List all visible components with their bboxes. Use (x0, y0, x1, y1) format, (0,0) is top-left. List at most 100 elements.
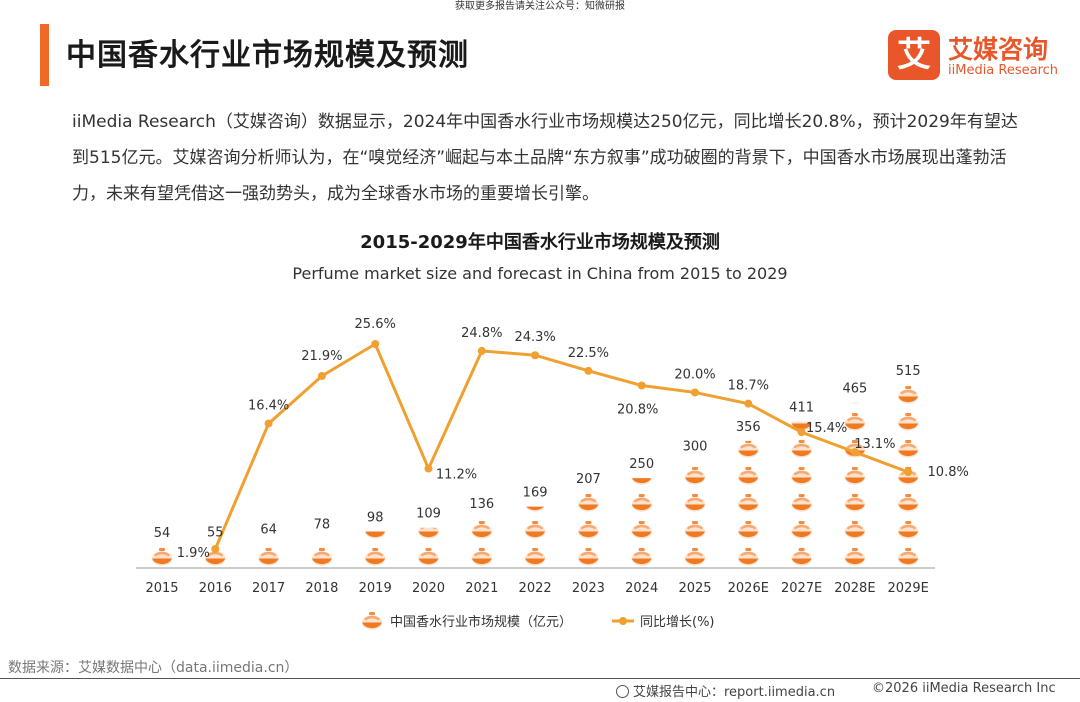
bottle-icon (525, 467, 545, 485)
bottle-icon (738, 440, 759, 458)
growth-line (213, 341, 909, 550)
growth-point (211, 545, 220, 553)
bottle-icon (632, 440, 652, 458)
bottle-icon (791, 440, 812, 458)
top-notice: 获取更多报告请关注公众号：知微研报 (455, 1, 625, 12)
growth-label: 11.2% (436, 468, 477, 483)
bar-2022 (524, 467, 546, 566)
x-tick-label: 2026E (728, 581, 769, 596)
bottle-icon (898, 521, 919, 539)
bottle-icon (578, 548, 599, 566)
bottle-icon (791, 494, 812, 512)
bottle-icon (738, 467, 759, 485)
x-tick-label: 2020 (412, 581, 445, 596)
bottle-icon (791, 521, 812, 539)
bottle-icon (844, 494, 866, 512)
growth-point (637, 381, 646, 390)
growth-label: 13.1% (854, 437, 895, 452)
x-tick-label: 2024 (625, 581, 658, 596)
bar-value-label: 109 (416, 507, 441, 522)
bottle-icon (418, 548, 439, 566)
bar-value-label: 515 (896, 364, 921, 379)
globe-icon (616, 685, 629, 698)
x-tick-label: 2019 (359, 581, 392, 596)
bottle-icon (258, 548, 279, 566)
bottle-icon (631, 548, 652, 566)
bottle-icon (524, 548, 546, 566)
page-title: 中国香水行业市场规模及预测 (66, 38, 469, 73)
bar-value-label: 169 (523, 486, 548, 501)
growth-point (531, 351, 540, 360)
bar-2025 (684, 467, 706, 566)
bottle-icon (844, 413, 866, 431)
bar-2020 (418, 527, 439, 566)
bottle-icon (791, 467, 812, 485)
growth-label: 1.9% (177, 546, 210, 561)
bottle-icon (365, 494, 385, 512)
legend-growth: 同比增长(%) (612, 615, 715, 630)
footer-copyright: ©2026 iiMedia Research Inc (872, 681, 1056, 696)
logo-en-text: iiMedia Research (948, 63, 1059, 78)
growth-label: 16.4% (248, 399, 289, 414)
x-tick-label: 2029E (888, 581, 929, 596)
x-tick-label: 2016 (199, 581, 232, 596)
bottle-icon (738, 548, 759, 566)
x-tick-label: 2028E (834, 581, 875, 596)
bar-value-label: 54 (154, 526, 171, 541)
x-tick-label: 2017 (252, 581, 285, 596)
footer-report-center[interactable]: 艾媒报告中心：report.iimedia.cn (616, 681, 835, 700)
bottle-icon (738, 494, 759, 512)
bottle-icon (684, 494, 706, 512)
x-tick-label: 2023 (572, 581, 605, 596)
bar-value-label: 98 (367, 511, 384, 526)
growth-point (371, 340, 380, 348)
bottle-icon (151, 548, 173, 566)
logo-cn-text: 艾媒咨询 (948, 35, 1049, 64)
x-tick-label: 2021 (465, 581, 498, 596)
bottle-icon (578, 521, 599, 539)
growth-label: 25.6% (355, 317, 396, 332)
growth-label: 22.5% (568, 346, 609, 361)
footer-divider (0, 678, 1080, 679)
growth-label: 15.4% (806, 421, 847, 436)
bar-2029E (898, 386, 919, 566)
bar-2019 (365, 494, 386, 566)
bar-value-label: 250 (629, 457, 654, 472)
legend-bottle-icon (361, 612, 383, 630)
x-tick-label: 2018 (305, 581, 338, 596)
growth-label: 20.0% (674, 367, 715, 382)
growth-point (850, 448, 859, 457)
bottle-icon (578, 494, 599, 512)
bar-value-label: 411 (789, 401, 814, 416)
bar-value-label: 55 (207, 526, 224, 541)
bottle-icon (684, 521, 706, 539)
footer-report-center-text: 艾媒报告中心：report.iimedia.cn (633, 685, 836, 700)
x-tick-label: 2025 (678, 581, 711, 596)
bottle-icon (684, 467, 706, 485)
growth-point (317, 372, 326, 381)
growth-label: 24.3% (514, 330, 555, 345)
bottle-icon (311, 548, 333, 566)
growth-point (691, 388, 699, 397)
bottle-icon (312, 494, 332, 512)
bottle-icon (898, 413, 919, 431)
iimedia-logo: 艾 艾媒咨询 iiMedia Research (888, 30, 1063, 82)
bar-value-label: 465 (842, 382, 867, 397)
bar-value-label: 64 (260, 523, 277, 538)
logo-mark-icon: 艾 (888, 30, 940, 80)
x-tick-label: 2022 (519, 581, 552, 596)
chart-title: 2015-2029年中国香水行业市场规模及预测 (360, 232, 720, 253)
bottle-icon (898, 386, 919, 404)
bottle-icon (898, 548, 919, 566)
growth-point (424, 464, 433, 473)
bar-value-label: 136 (469, 497, 494, 512)
bottle-icon (471, 521, 492, 539)
bar-value-label: 78 (314, 518, 331, 533)
growth-point (477, 346, 486, 355)
bottle-icon (471, 548, 492, 566)
bar-value-label: 300 (683, 440, 708, 455)
x-tick-label: 2027E (781, 581, 822, 596)
x-tick-label: 2015 (145, 581, 178, 596)
bar-value-label: 207 (576, 472, 601, 487)
